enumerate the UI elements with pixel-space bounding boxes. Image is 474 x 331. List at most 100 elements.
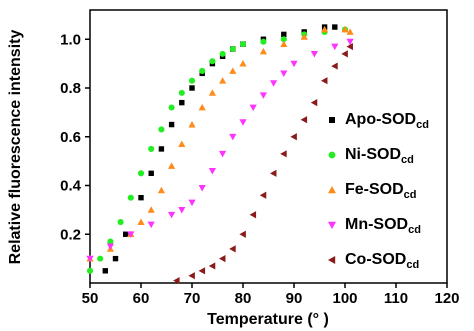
data-point — [346, 38, 354, 46]
data-point — [229, 67, 237, 74]
x-tick-label: 50 — [82, 290, 99, 307]
data-point — [137, 218, 145, 225]
data-point — [219, 150, 227, 158]
data-point — [209, 58, 216, 65]
legend-name: Mn-SOD — [345, 216, 408, 233]
legend-name: Ni-SOD — [345, 146, 401, 163]
data-point — [158, 126, 165, 133]
data-point — [147, 221, 155, 229]
data-point — [229, 133, 237, 141]
data-point — [208, 167, 216, 175]
data-point — [239, 41, 247, 48]
legend-label: Apo-SODcd — [345, 111, 429, 131]
data-point — [341, 25, 349, 33]
data-point — [208, 262, 216, 270]
data-point — [127, 231, 135, 238]
data-point — [178, 140, 186, 147]
data-point — [178, 89, 185, 96]
x-tick-label: 60 — [133, 290, 150, 307]
data-point — [332, 24, 338, 30]
data-point — [331, 43, 339, 51]
data-point — [97, 255, 104, 262]
data-point — [280, 36, 287, 43]
data-point — [198, 267, 206, 275]
y-tick-label: 0.8 — [60, 80, 81, 97]
data-point — [321, 77, 328, 85]
legend-name: Co-SOD — [345, 251, 406, 268]
data-point — [188, 199, 196, 207]
data-point — [260, 38, 267, 45]
y-tick-label: 1.0 — [60, 31, 81, 48]
data-point — [148, 170, 154, 177]
data-point — [117, 219, 124, 226]
data-point — [86, 255, 94, 263]
data-point — [158, 146, 165, 152]
data-point — [259, 92, 267, 99]
data-point — [157, 186, 165, 194]
data-point — [168, 162, 176, 169]
data-point — [168, 121, 175, 128]
data-point — [346, 42, 353, 51]
legend-subscript: cd — [406, 259, 419, 271]
data-point — [219, 77, 227, 84]
legend-label: Mn-SODcd — [345, 216, 421, 236]
data-point — [189, 85, 195, 91]
legend-swatch — [329, 117, 335, 123]
legend-label: Co-SODcd — [345, 251, 419, 271]
data-point — [188, 77, 196, 84]
legend-swatch — [328, 186, 336, 194]
legend-subscript: cd — [416, 119, 429, 131]
data-point — [281, 31, 287, 38]
plot-frame — [89, 9, 448, 284]
data-point — [280, 40, 288, 48]
data-point — [229, 245, 236, 253]
data-point — [229, 45, 236, 53]
legend-name: Fe-SOD — [345, 181, 404, 198]
data-point — [199, 67, 206, 74]
data-point — [249, 211, 257, 219]
data-point — [270, 169, 277, 177]
y-axis-label: Relative fluorescence intensity — [7, 30, 24, 265]
data-point — [310, 99, 318, 107]
y-tick-label: 0.2 — [60, 226, 81, 243]
data-point — [188, 120, 196, 128]
data-point — [138, 194, 144, 201]
x-tick-label: 80 — [235, 290, 252, 307]
data-point — [239, 119, 247, 126]
x-tick-label: 70 — [184, 290, 201, 307]
data-point — [179, 99, 185, 106]
data-point — [102, 268, 108, 274]
data-point — [290, 133, 297, 141]
data-point — [290, 60, 298, 68]
data-point — [198, 185, 206, 192]
data-point — [321, 25, 329, 33]
data-point — [280, 150, 287, 158]
data-point — [123, 231, 129, 237]
data-point — [259, 47, 267, 55]
x-tick-label: 100 — [332, 290, 357, 307]
data-point — [188, 272, 195, 280]
data-point — [219, 255, 226, 263]
data-point — [137, 170, 145, 177]
data-point — [173, 276, 180, 285]
legend-swatch — [328, 151, 336, 159]
x-tick-label: 120 — [434, 290, 459, 307]
legend-subscript: cd — [401, 154, 414, 166]
legend-label: Fe-SODcd — [345, 181, 417, 201]
data-point — [346, 28, 354, 35]
data-point — [107, 238, 114, 245]
data-point — [239, 230, 246, 238]
data-point — [331, 62, 338, 70]
data-point — [341, 50, 348, 58]
data-point — [112, 255, 119, 262]
data-point — [219, 50, 226, 57]
legend-subscript: cd — [408, 224, 421, 236]
legend-swatch — [328, 221, 336, 229]
data-point — [198, 103, 206, 111]
data-point — [208, 89, 216, 96]
legend-name: Apo-SOD — [345, 111, 416, 128]
data-point — [106, 243, 114, 251]
data-point — [147, 206, 155, 213]
data-point — [148, 145, 155, 152]
